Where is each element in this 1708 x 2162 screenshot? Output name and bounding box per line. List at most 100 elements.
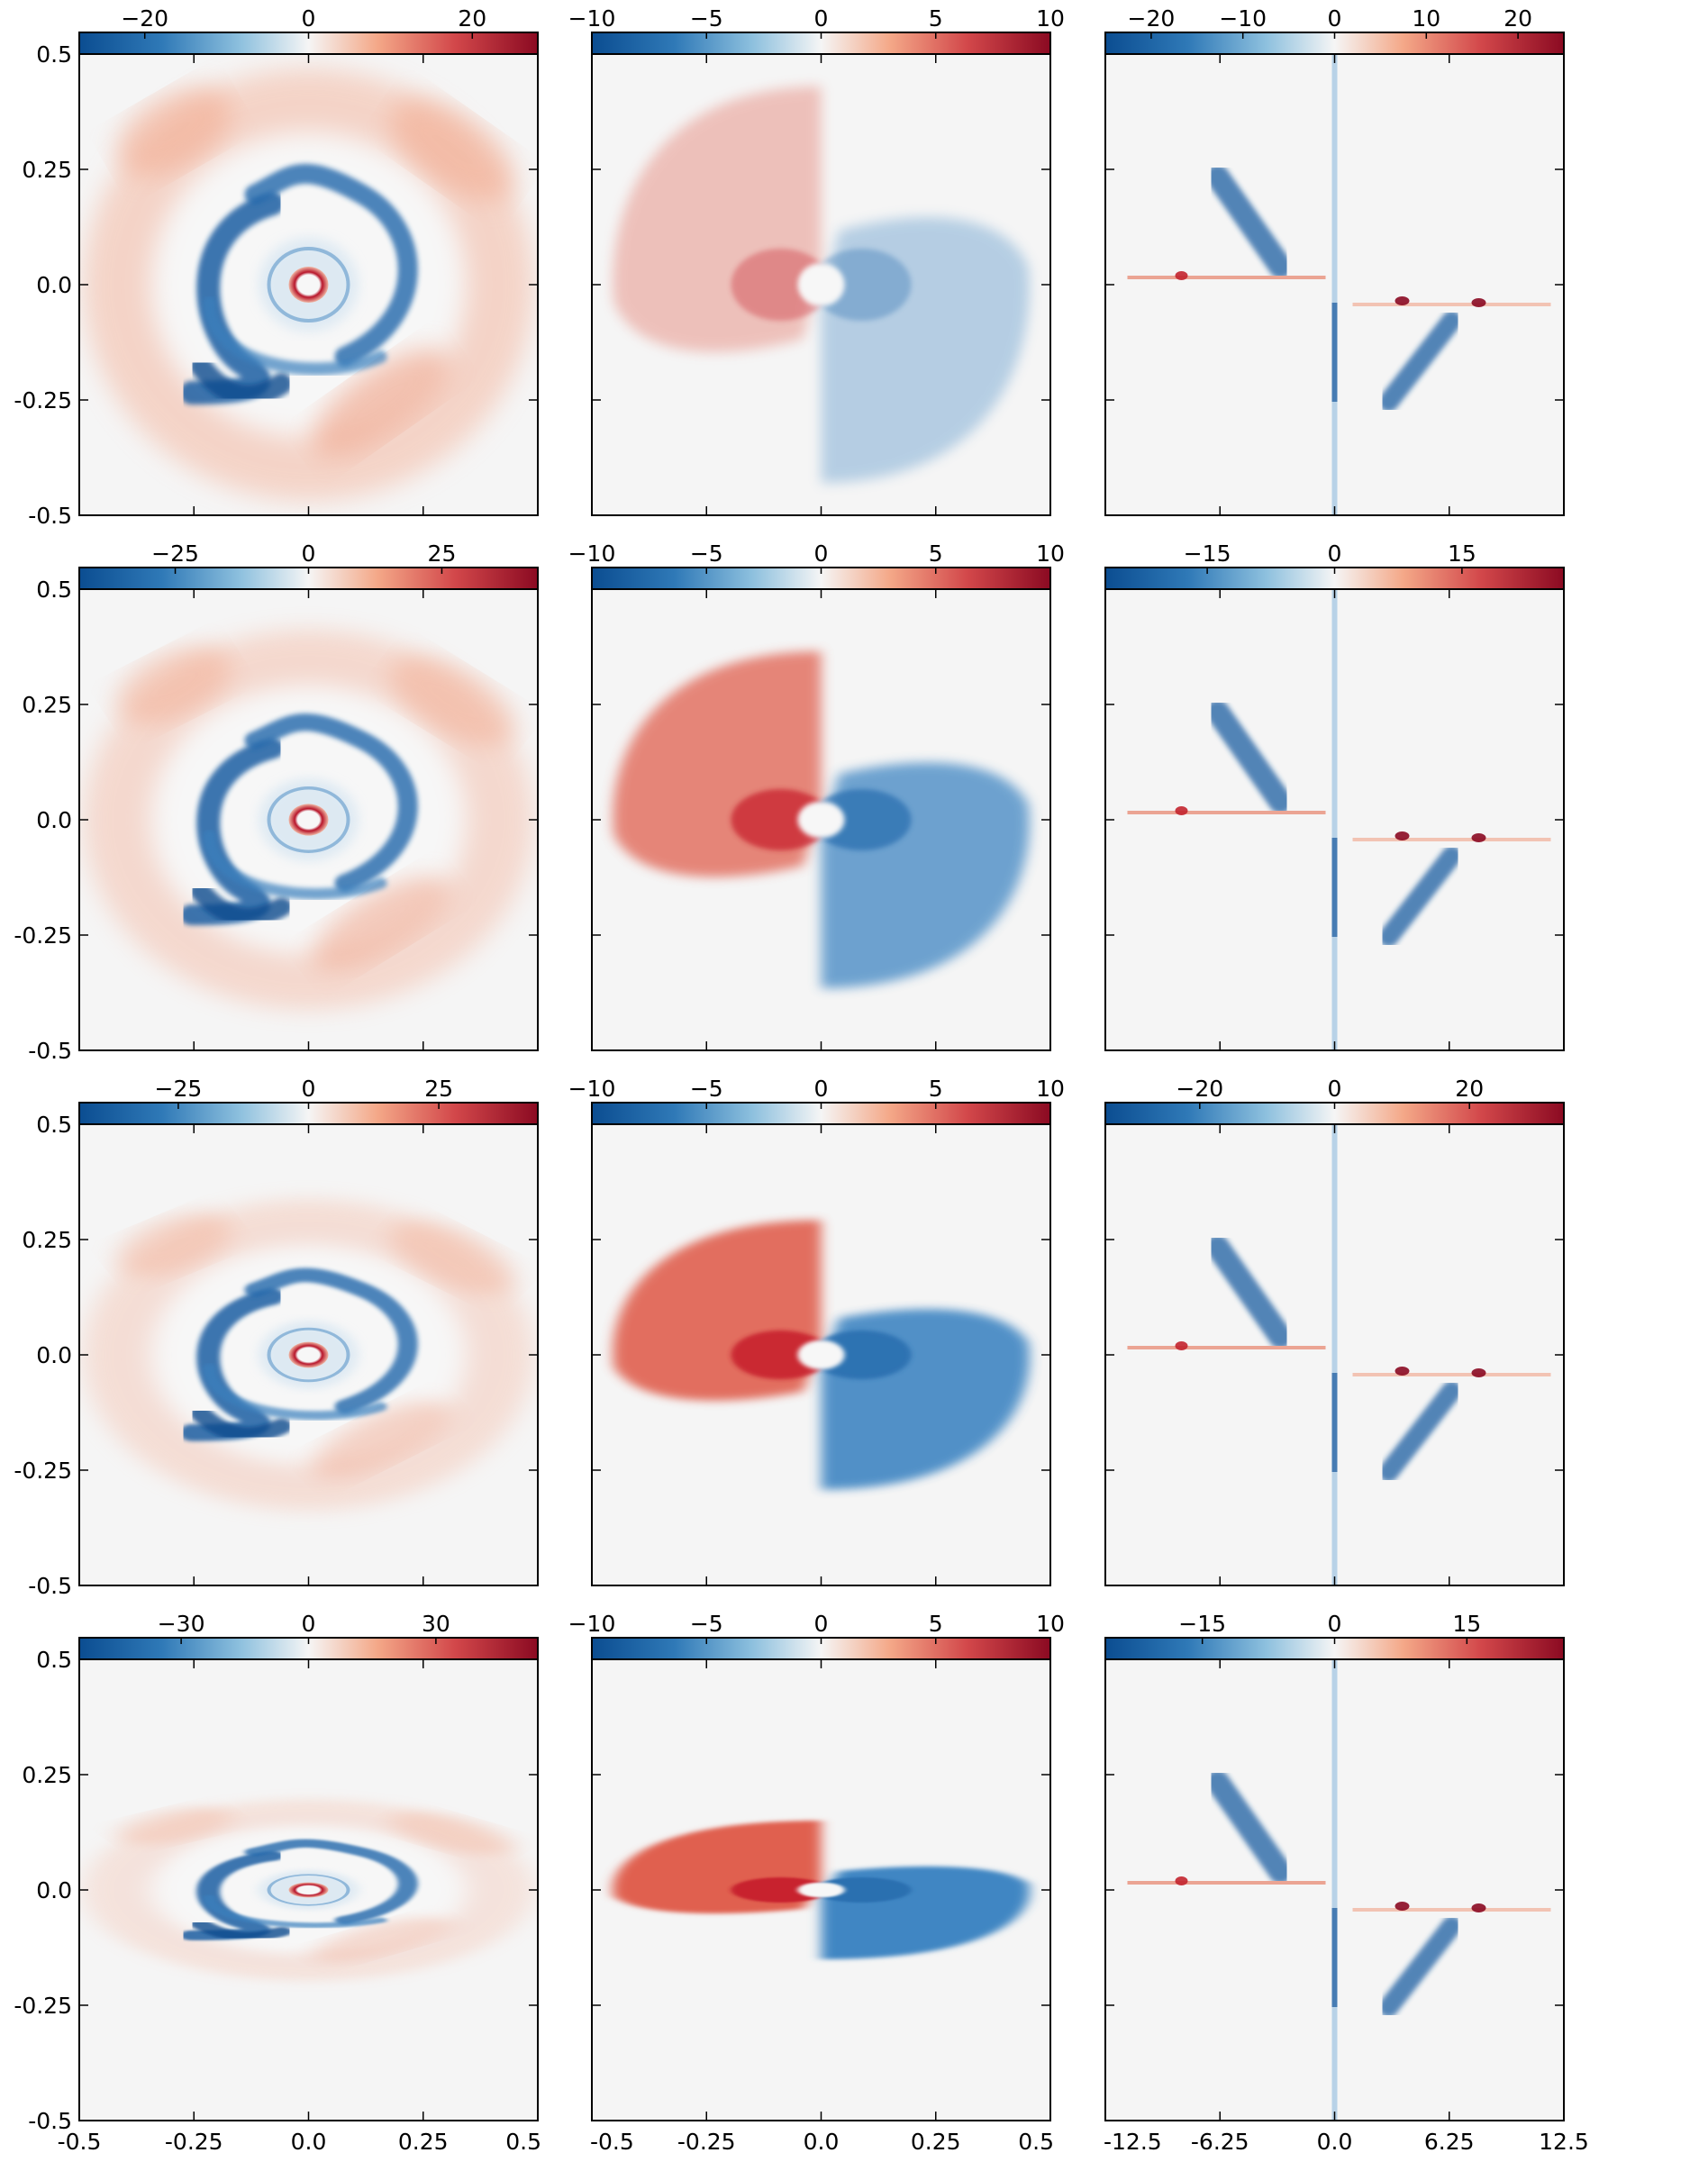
y-tick-label: 0.25	[22, 1227, 72, 1253]
y-tick-label: 0.25	[22, 692, 72, 718]
colorbar-tick-label: −10	[1219, 5, 1267, 32]
colorbar-tick-label: 15	[1448, 540, 1476, 567]
y-tick-label: 0.0	[36, 272, 72, 298]
colorbar-tick-label: 0	[814, 1076, 829, 1102]
colorbar-tick-label: −30	[158, 1611, 205, 1637]
y-tick-label: -0.25	[14, 1458, 72, 1484]
colorbar-tick-label: 20	[1455, 1076, 1484, 1102]
x-tick-label: 0.0	[291, 2129, 327, 2155]
heatmap-field	[1127, 1124, 1551, 1585]
y-tick-label: -0.25	[14, 922, 72, 949]
x-tick-label: 0.25	[398, 2129, 449, 2155]
x-tick-label: -0.25	[165, 2129, 223, 2155]
x-tick-label: 0.25	[911, 2129, 961, 2155]
colorbar-tick-label: −15	[1178, 1611, 1226, 1637]
x-tick-label: -0.5	[58, 2129, 102, 2155]
colorbar-tick-label: −20	[1128, 5, 1176, 32]
colorbar-tick-label: −20	[121, 5, 168, 32]
colorbar-tick-label: 10	[1036, 540, 1065, 567]
y-tick-label: 0.0	[36, 1342, 72, 1368]
x-tick-label: 12.5	[1539, 2129, 1589, 2155]
colorbar-tick-label: 0	[1328, 1611, 1342, 1637]
panel-r3-c3: −20 0 20	[1104, 1076, 1565, 1586]
colorbar-tick-label: −25	[155, 1076, 203, 1102]
colorbar-tick-label: 5	[929, 1611, 943, 1637]
colorbar-tick-label: 20	[458, 5, 486, 32]
colorbar-tick-label: 0	[814, 1611, 829, 1637]
panel-r2-c3: −15 0 15	[1104, 540, 1565, 1051]
heatmap-field	[613, 86, 1030, 483]
x-tick-label: 0.0	[804, 2129, 840, 2155]
colorbar-tick-label: 0	[1328, 5, 1342, 32]
colorbar-tick-label: 5	[929, 540, 943, 567]
y-tick-label: 0.5	[36, 1112, 72, 1138]
panel-r4-c3: −15 0 15 -12.5 -6.25 0.0 6.25 12.5	[1104, 1611, 1589, 2155]
x-tick-label: -0.5	[590, 2129, 634, 2155]
colorbar-tick-label: 10	[1036, 1611, 1065, 1637]
x-tick-label: -6.25	[1191, 2129, 1249, 2155]
y-tick-label: 0.5	[36, 1647, 72, 1673]
heatmap-field	[83, 1199, 534, 1511]
colorbar-tick-label: −20	[1176, 1076, 1223, 1102]
colorbar-tick-label: 0	[302, 540, 316, 567]
y-tick-label: -0.5	[28, 1573, 72, 1599]
y-tick-label: 0.5	[36, 41, 72, 68]
y-tick-label: 0.5	[36, 577, 72, 603]
panel-r1-c3: −20 −10 0 10 20	[1104, 5, 1565, 516]
x-tick-label: 6.25	[1424, 2129, 1475, 2155]
colorbar-tick-label: 0	[814, 5, 829, 32]
x-tick-label: 0.5	[505, 2129, 541, 2155]
colorbar-tick-label: 20	[1504, 5, 1532, 32]
y-tick-label: 0.25	[22, 157, 72, 183]
y-tick-label: 0.25	[22, 1762, 72, 1788]
heatmap-field	[1127, 1659, 1551, 2121]
panel-r4-c1: −30 0 30 0.5 0.25 0.0 -0.25 -0.5-0.5 -0.25 0.0 0.2…	[14, 1611, 541, 2155]
y-tick-label: 0.0	[36, 807, 72, 833]
colorbar-tick-label: 0	[1328, 540, 1342, 567]
colorbar-tick-label: 15	[1452, 1611, 1481, 1637]
heatmap-field	[1127, 589, 1551, 1050]
panel-r1-c2: −10 −5 0 5 10	[568, 5, 1065, 516]
heatmap-field	[613, 1220, 1030, 1490]
y-tick-label: -0.25	[14, 387, 72, 413]
colorbar-tick-label: 25	[424, 1076, 453, 1102]
colorbar-tick-label: 0	[302, 5, 316, 32]
panel-r4-c2: −10 −5 0 5 10 -0.5 -0.25 0.0 0.25 0.5	[568, 1611, 1065, 2155]
colorbar-tick-label: −5	[690, 540, 723, 567]
colorbar-tick-label: 0	[814, 540, 829, 567]
colorbar-tick-label: 10	[1036, 5, 1065, 32]
x-tick-label: -12.5	[1104, 2129, 1162, 2155]
panel-r2-c2: −10 −5 0 5 10	[568, 540, 1065, 1051]
heatmap-field	[83, 629, 534, 1011]
colorbar-tick-label: 25	[428, 540, 457, 567]
colorbar-tick-label: 10	[1036, 1076, 1065, 1102]
y-tick-label: -0.5	[28, 1038, 72, 1064]
colorbar-tick-label: −25	[151, 540, 199, 567]
colorbar-tick-label: 30	[422, 1611, 450, 1637]
y-tick-label: -0.5	[28, 2108, 72, 2134]
colorbar-tick-label: −5	[690, 1076, 723, 1102]
panel-r1-c1: −20 0 20 0.5 0.25 0.0 -0.25 -0.5	[14, 5, 539, 529]
colorbar-tick-label: −15	[1184, 540, 1231, 567]
y-tick-label: 0.0	[36, 1877, 72, 1903]
colorbar-tick-label: 0	[1328, 1076, 1342, 1102]
y-tick-label: -0.25	[14, 1993, 72, 2019]
colorbar-tick-label: 10	[1412, 5, 1440, 32]
heatmap-field	[613, 651, 1030, 988]
panel-r3-c2: −10 −5 0 5 10	[568, 1076, 1065, 1586]
heatmap-field	[83, 1799, 534, 1981]
x-tick-label: -0.25	[677, 2129, 736, 2155]
heatmap-field	[1127, 54, 1551, 515]
colorbar-tick-label: 0	[302, 1076, 316, 1102]
colorbar-tick-label: 5	[929, 1076, 943, 1102]
heatmap-field	[83, 68, 534, 501]
colorbar-tick-label: 0	[302, 1611, 316, 1637]
heatmap-field	[613, 1821, 1030, 1959]
x-tick-label: 0.5	[1018, 2129, 1054, 2155]
colorbar-tick-label: −10	[568, 540, 616, 567]
colorbar-tick-label: −10	[568, 5, 616, 32]
colorbar-tick-label: −5	[690, 5, 723, 32]
x-tick-label: 0.0	[1317, 2129, 1353, 2155]
colorbar-tick-label: −10	[568, 1611, 616, 1637]
